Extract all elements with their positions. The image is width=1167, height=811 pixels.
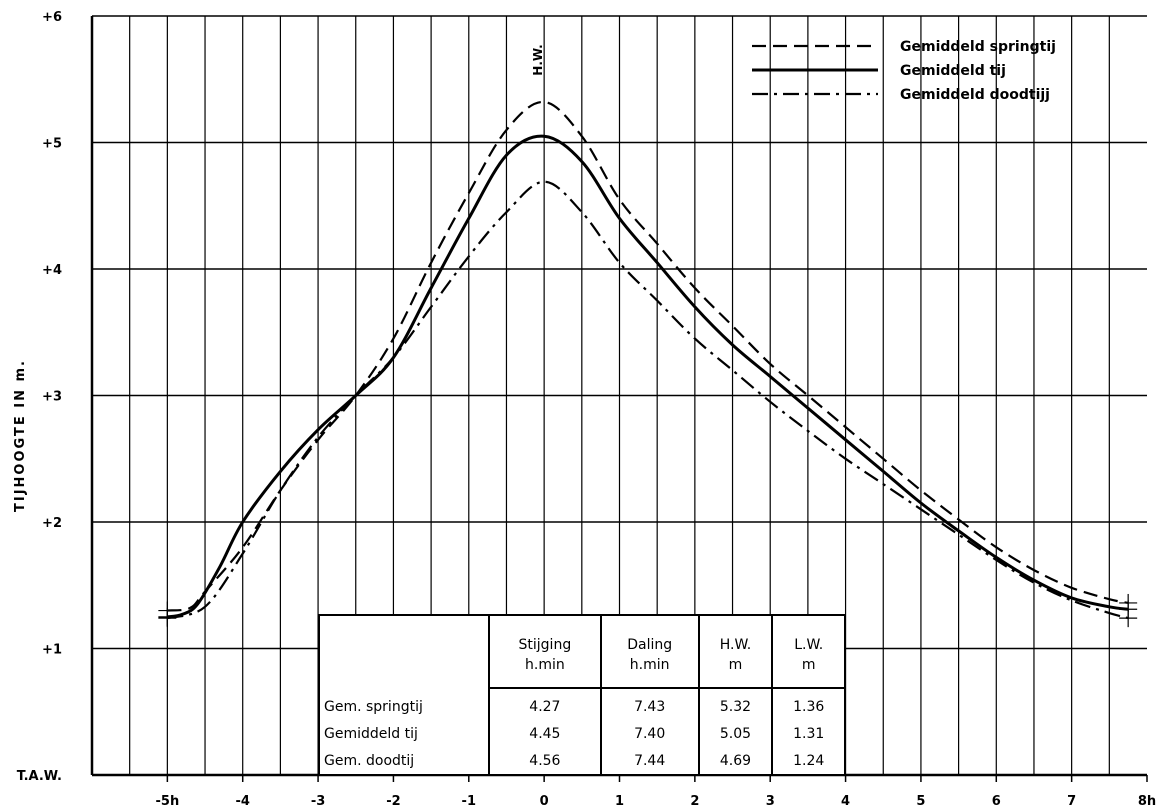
table-cell: 5.32 bbox=[697, 688, 773, 722]
table-row: Gem. springtij 4.27 7.43 5.32 1.36 bbox=[320, 688, 844, 722]
x-tick-label: 5 bbox=[916, 794, 925, 809]
annotations: H.W. bbox=[531, 44, 545, 75]
hw-annotation: H.W. bbox=[531, 44, 545, 75]
table-cell: 4.69 bbox=[697, 747, 773, 774]
row-label: Gem. doodtij bbox=[324, 752, 415, 769]
y-tick-label: +3 bbox=[42, 390, 62, 405]
y-tick-label: T.A.W. bbox=[17, 769, 62, 784]
table-cell: 7.43 bbox=[599, 688, 699, 722]
table-row: Gemiddeld tij 4.45 7.40 5.05 1.31 bbox=[320, 721, 844, 748]
x-tick-label: 7 bbox=[1067, 794, 1076, 809]
y-axis-label: TIJHOOGTE IN m. bbox=[13, 359, 28, 512]
table-cell: 1.24 bbox=[771, 747, 844, 774]
header-cell: L.W. m bbox=[771, 616, 844, 690]
table-cell: 7.44 bbox=[599, 747, 699, 774]
legend: Gemiddeld springtij Gemiddeld tij Gemiddel… bbox=[752, 39, 1056, 103]
x-tick-label: -5h bbox=[156, 794, 180, 809]
table-cell: 1.31 bbox=[771, 721, 844, 748]
header-cell bbox=[320, 616, 489, 688]
series-line bbox=[167, 134, 1129, 619]
series-line bbox=[167, 100, 1129, 612]
legend-label: Gemiddeld tij bbox=[900, 63, 1006, 79]
legend-label: Gemiddeld springtij bbox=[900, 39, 1056, 55]
y-tick-label: +5 bbox=[42, 137, 62, 152]
x-tick-label: -4 bbox=[235, 794, 249, 809]
header-cell: Stijging h.min bbox=[488, 616, 601, 690]
x-tick-label: 2 bbox=[690, 794, 699, 809]
table-cell: 1.36 bbox=[771, 688, 844, 722]
header-cell: Daling h.min bbox=[599, 616, 699, 690]
x-tick-label: 8h bbox=[1138, 794, 1156, 809]
summary-table: Stijging h.min Daling h.min H.W. m L.W. m Ge… bbox=[318, 614, 846, 776]
x-tick-label: 0 bbox=[540, 794, 549, 809]
x-tick-label: -1 bbox=[462, 794, 476, 809]
table-row: Gem. doodtij 4.56 7.44 4.69 1.24 bbox=[320, 747, 844, 774]
x-tick-label: -2 bbox=[386, 794, 400, 809]
table-cell: 4.27 bbox=[488, 688, 601, 722]
table-cell: 4.56 bbox=[488, 747, 601, 774]
table-cell: 7.40 bbox=[599, 721, 699, 748]
x-tick-label: 1 bbox=[615, 794, 624, 809]
x-tick-label: 6 bbox=[992, 794, 1001, 809]
table-cell: 5.05 bbox=[697, 721, 773, 748]
row-label: Gem. springtij bbox=[324, 698, 423, 715]
header-cell: H.W. m bbox=[697, 616, 773, 690]
row-label: Gemiddeld tij bbox=[324, 726, 418, 743]
x-tick-label: 4 bbox=[841, 794, 850, 809]
series-line bbox=[167, 180, 1129, 620]
tick-labels: -5h -4 -3 -2 -1 0 1 2 3 4 5 6 7 8h T.A.W. +1 +2 +3 +4 +5 +6 T… bbox=[13, 10, 1156, 809]
x-tick-label: 3 bbox=[766, 794, 775, 809]
y-tick-label: +4 bbox=[42, 263, 62, 278]
table-cell: 4.45 bbox=[488, 721, 601, 748]
legend-label: Gemiddeld doodtijj bbox=[900, 87, 1050, 103]
series-lines bbox=[158, 100, 1138, 628]
y-tick-label: +1 bbox=[42, 643, 62, 658]
y-tick-label: +2 bbox=[42, 516, 62, 531]
table-header-row: Stijging h.min Daling h.min H.W. m L.W. m bbox=[320, 616, 844, 690]
x-tick-label: -3 bbox=[311, 794, 325, 809]
y-tick-label: +6 bbox=[42, 10, 62, 25]
